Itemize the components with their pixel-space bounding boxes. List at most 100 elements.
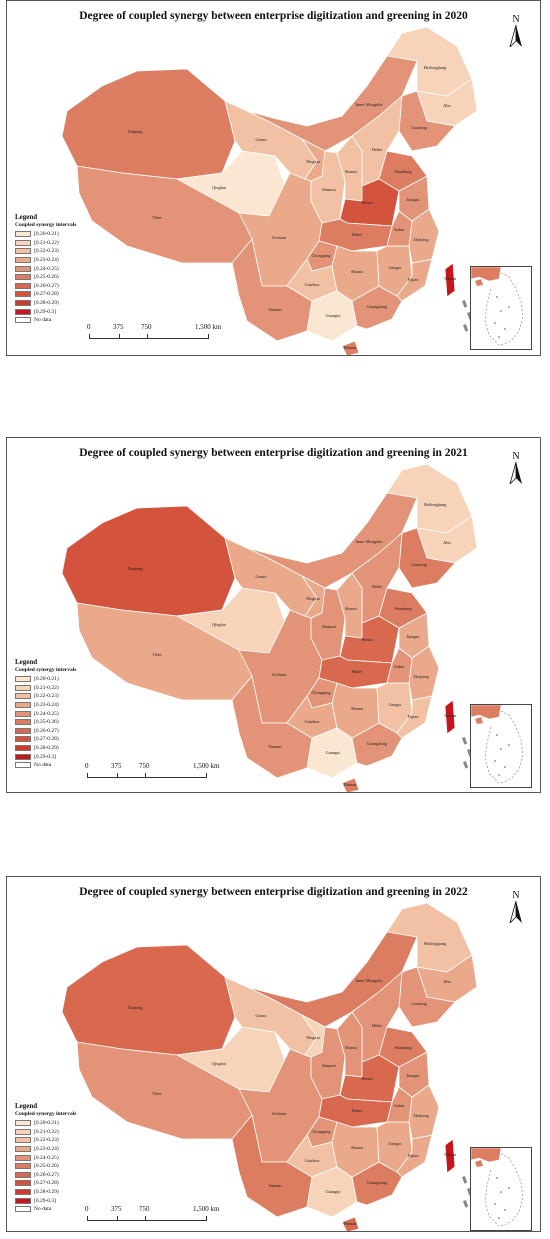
- legend-swatch: [15, 265, 31, 272]
- legend-label: [0.24-0.25): [34, 1154, 59, 1161]
- legend-label: [0.22-0.23): [34, 693, 59, 700]
- legend: Legend Coupled synergy intervals [0.20-0.2…: [15, 213, 76, 325]
- province-anhui: [386, 210, 413, 247]
- legend: Legend Coupled synergy intervals [0.20-0.2…: [15, 658, 76, 770]
- legend-item: [0.29-0.3]: [15, 307, 76, 316]
- legend-label: [0.23-0.24): [34, 702, 59, 709]
- legend-label: [0.23-0.24): [34, 257, 59, 264]
- legend-item: [0.20-0.21): [15, 230, 76, 239]
- scale-label: 750: [141, 323, 152, 331]
- province-anhui: [386, 647, 413, 684]
- province-label: Inner Mongolia: [356, 102, 383, 107]
- scale-tick: [117, 1216, 118, 1220]
- scale-label: 375: [113, 323, 124, 331]
- province-shandong: [378, 150, 428, 192]
- china-map: Xinjiang Tibet Qinghai Gansu Sichuan Yunnan In…: [7, 877, 540, 1233]
- province-label: Hunan: [351, 1145, 363, 1150]
- legend-label: [0.28-0.29): [34, 1189, 59, 1196]
- map-svg: Xinjiang Tibet Qinghai Gansu Sichuan Yunnan In…: [61, 902, 478, 1233]
- south-china-sea-inset: [470, 704, 532, 788]
- province-label: Hebei: [372, 1023, 383, 1028]
- legend-swatch: [15, 1137, 31, 1144]
- scale-label: 375: [111, 762, 122, 770]
- province-label: Gansu: [256, 137, 268, 142]
- legend-swatch: [15, 317, 31, 324]
- province-liaoning: [398, 90, 456, 152]
- legend-item: [0.27-0.28): [15, 735, 76, 744]
- province-label: Henan: [361, 1076, 373, 1081]
- scale-tick: [119, 334, 120, 338]
- province-label: Guangdong: [367, 741, 388, 746]
- legend: Legend Coupled synergy intervals [0.20-0.2…: [15, 1102, 76, 1214]
- legend-label: [0.27-0.28): [34, 1180, 59, 1187]
- province-label: Sichuan: [272, 672, 287, 677]
- legend-title: Legend: [15, 1102, 38, 1110]
- province-label: Hebei: [372, 147, 383, 152]
- province-label: Hunan: [351, 706, 363, 711]
- province-label: Guangdong: [367, 304, 388, 309]
- province-label: Shandong: [394, 1045, 412, 1050]
- scale-label: 1,500 km: [193, 1205, 220, 1213]
- province-label: Hubei: [352, 669, 363, 674]
- north-label: N: [512, 890, 520, 901]
- legend-item: [0.24-0.25): [15, 264, 76, 273]
- legend-item: [0.22-0.23): [15, 247, 76, 256]
- province-label: Hubei: [352, 1108, 363, 1113]
- province-label: Taiwan: [444, 713, 457, 718]
- legend-label: [0.29-0.3]: [34, 753, 56, 760]
- province-label: Jilin: [443, 540, 451, 545]
- legend-label: [0.20-0.21): [34, 231, 59, 238]
- legend-swatch: [15, 1180, 31, 1187]
- province-taiwan: [444, 699, 456, 735]
- legend-item: [0.27-0.28): [15, 290, 76, 299]
- map-panel-2020: Xinjiang Tibet Qinghai Gansu Sichuan Yunnan In…: [6, 0, 541, 357]
- province-label: Xinjiang: [127, 566, 143, 571]
- province-hainan: [341, 777, 360, 794]
- province-label: Guangxi: [326, 750, 342, 755]
- inset-map-svg: [470, 1147, 524, 1227]
- province-label: Hainan: [344, 782, 357, 787]
- province-ningxia: [301, 1014, 326, 1058]
- province-label: Guangdong: [367, 1180, 388, 1185]
- province-label: Shaanxi: [322, 1063, 337, 1068]
- legend-title: Legend: [15, 658, 38, 666]
- province-label: Gansu: [256, 1013, 268, 1018]
- province-label: Anhui: [394, 1103, 406, 1108]
- legend-swatch: [15, 308, 31, 315]
- scale-tick: [117, 773, 118, 777]
- legend-swatch: [15, 1206, 31, 1213]
- scale-label: 750: [139, 1205, 150, 1213]
- legend-label: No data: [34, 1206, 52, 1213]
- island-mark: [462, 736, 468, 745]
- province-label: Yunnan: [268, 1183, 282, 1188]
- legend-swatch: [15, 248, 31, 255]
- province-label: Hunan: [351, 269, 363, 274]
- legend-swatch: [15, 736, 31, 743]
- legend-label: [0.26-0.27): [34, 282, 59, 289]
- legend-swatch: [15, 1189, 31, 1196]
- legend-subtitle: Coupled synergy intervals: [15, 1111, 77, 1117]
- legend-item: [0.25-0.26): [15, 273, 76, 282]
- province-label: Hainan: [344, 345, 357, 350]
- province-label: Inner Mongolia: [356, 539, 383, 544]
- province-label: Guizhou: [305, 719, 321, 724]
- legend-label: [0.22-0.23): [34, 248, 59, 255]
- legend-swatch: [15, 1146, 31, 1153]
- legend-label: [0.29-0.3]: [34, 308, 56, 315]
- province-label: Chongqing: [311, 690, 331, 695]
- legend-swatch: [15, 1197, 31, 1204]
- legend-swatch: [15, 1128, 31, 1135]
- province-label: Shanxi: [345, 169, 358, 174]
- province-label: Guangxi: [326, 1189, 342, 1194]
- province-shandong: [378, 587, 428, 629]
- province-label: Anhui: [394, 664, 406, 669]
- legend-label: [0.29-0.3]: [34, 1197, 56, 1204]
- province-liaoning: [398, 966, 456, 1028]
- legend-item: [0.25-0.26): [15, 718, 76, 727]
- province-label: Hebei: [372, 584, 383, 589]
- legend-item: No data: [15, 1205, 76, 1214]
- province-label: Qinghai: [212, 185, 227, 190]
- province-label: Zhejiang: [413, 237, 429, 242]
- north-arrow-icon: N: [504, 15, 528, 52]
- legend-item: [0.22-0.23): [15, 692, 76, 701]
